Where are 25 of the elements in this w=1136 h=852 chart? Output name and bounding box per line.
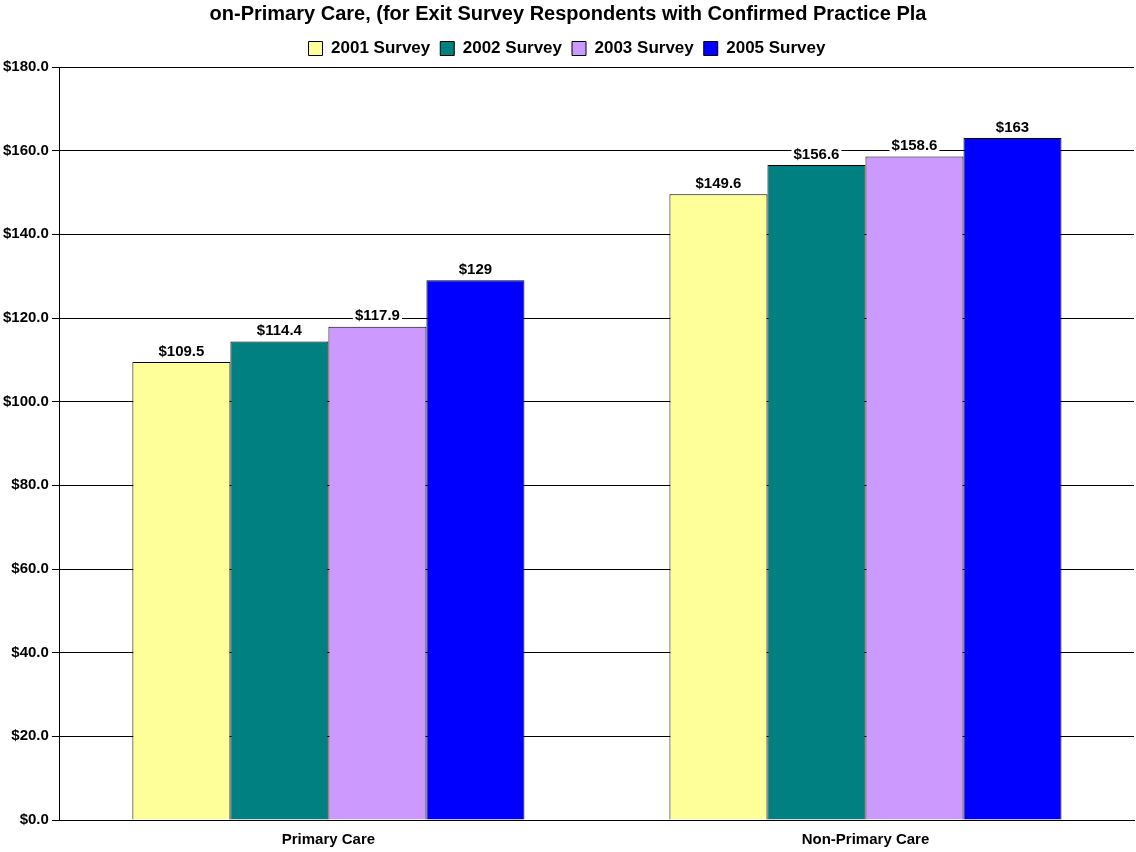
y-tick-label: $120.0 — [2, 308, 49, 326]
chart-title: on-Primary Care, (for Exit Survey Respondents with Confirmed Practice Pla — [208, 1, 928, 26]
legend-label: 2003 Survey — [594, 38, 695, 58]
data-label: $156.6 — [793, 144, 840, 162]
y-tick-label: $140.0 — [2, 224, 49, 242]
data-label: $129 — [458, 259, 493, 277]
data-label: $163 — [995, 117, 1030, 135]
y-tick-label: $160.0 — [2, 140, 49, 158]
y-tick-label: $20.0 — [11, 726, 49, 744]
legend-label: 2005 Survey — [726, 38, 827, 58]
legend-label: 2002 Survey — [462, 38, 563, 58]
data-label: $158.6 — [891, 136, 938, 154]
y-tick-label: $60.0 — [11, 559, 49, 577]
data-label: $114.4 — [256, 321, 303, 339]
y-tick-label: $0.0 — [19, 810, 49, 828]
y-tick-label: $80.0 — [11, 475, 49, 493]
data-label: $149.6 — [695, 173, 742, 191]
data-label: $117.9 — [354, 306, 400, 324]
data-label: $109.5 — [158, 341, 205, 359]
y-tick-label: $180.0 — [2, 57, 49, 75]
x-tick-label: Non-Primary Care — [801, 830, 930, 848]
legend-label: 2001 Survey — [331, 38, 431, 58]
y-tick-label: $40.0 — [11, 642, 49, 660]
y-tick-label: $100.0 — [2, 391, 49, 409]
x-tick-label: Primary Care — [281, 830, 376, 848]
